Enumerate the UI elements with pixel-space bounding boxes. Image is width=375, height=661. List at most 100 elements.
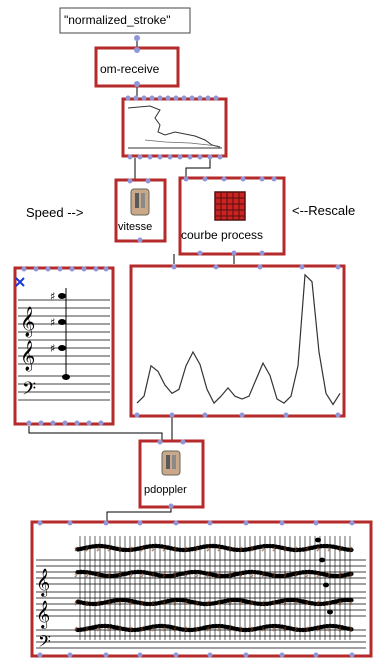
score-notes: ♯ ♯ ♯ ♯ ♯ ♯ ♯ ♯ ♯ ♯ ♯ ♯ ♯ ♯ ♯ ♯ ♯ ♯ ♯ ♯ ♯ ♯ ♯ ♯ ♯ ♯ ♯ ♯ ♯ ♯ ♯ ♯ ♯ ♯ ♯ ♯ ♯ ♯ ♯ ♯…	[74, 536, 354, 640]
sharp-accidental: ♯	[338, 545, 342, 554]
stroke-viewer-inlets[interactable]	[125, 95, 219, 101]
speed-comment: Speed -->	[26, 205, 84, 220]
score-box[interactable]	[30, 520, 373, 658]
score-inlets[interactable]	[37, 520, 355, 526]
sharp-accidental: ♯	[327, 545, 331, 554]
note-head	[348, 571, 354, 577]
treble-clef-icon: 𝄞	[20, 340, 35, 372]
courbe-outlets[interactable]	[197, 250, 265, 256]
chord-outlets[interactable]	[26, 420, 104, 426]
sharp-accidental: ♯	[107, 625, 111, 634]
wire-viewer-to-courbe[interactable]	[185, 158, 211, 178]
sharp-accidental: ♯	[129, 545, 133, 554]
bass-clef-icon: 𝄢	[38, 631, 51, 655]
outlet[interactable]	[134, 81, 140, 87]
outlet[interactable]	[168, 503, 174, 509]
sharp-accidental: ♯	[228, 571, 232, 580]
note-head	[327, 609, 333, 615]
sharp-accidental: ♯	[184, 599, 188, 608]
sharp-accidental: ♯	[283, 599, 287, 608]
inlet[interactable]	[127, 178, 133, 184]
sharp-accidental: ♯	[140, 599, 144, 608]
sharp-accidental: ♯	[118, 571, 122, 580]
sharp-accidental: ♯	[349, 545, 353, 554]
chord-inlets[interactable]	[21, 266, 109, 272]
sharp-accidental: ♯	[195, 545, 199, 554]
sharp-accidental: ♯	[107, 571, 111, 580]
sharp-accidental: ♯	[118, 599, 122, 608]
message-box[interactable]	[59, 7, 191, 34]
sharp-accidental: ♯	[338, 625, 342, 634]
hand-icon	[161, 450, 181, 476]
note-head	[323, 582, 329, 588]
wire-chord-to-pdoppler[interactable]	[28, 426, 163, 441]
sharp-accidental: ♯	[151, 571, 155, 580]
selection-marker[interactable]	[15, 277, 25, 287]
sharp-accidental: ♯	[96, 625, 100, 634]
sharp-accidental: ♯	[327, 599, 331, 608]
sharp-accidental: ♯	[327, 625, 331, 634]
vitesse-label: vitesse	[118, 221, 153, 233]
pdoppler-label: pdoppler	[144, 484, 187, 496]
om-receive-label: om-receive	[100, 62, 160, 76]
sharp-accidental: ♯	[316, 599, 320, 608]
connection-wires	[28, 41, 235, 522]
sharp-accidental: ♯	[239, 625, 243, 634]
courbe-inlets[interactable]	[183, 176, 277, 182]
inlet[interactable]	[180, 439, 186, 445]
bass-clef-icon: 𝄢	[22, 379, 36, 404]
sharp-accidental: ♯	[250, 625, 254, 634]
sharp-accidental: ♯	[327, 571, 331, 580]
sharp-accidental: ♯	[107, 545, 111, 554]
sharp-accidental: ♯	[184, 625, 188, 634]
wire-pdoppler-to-score[interactable]	[106, 508, 172, 522]
sharp-accidental: ♯	[228, 545, 232, 554]
inlet[interactable]	[157, 439, 163, 445]
sharp-accidental: ♯	[85, 545, 89, 554]
sharp-accidental: ♯	[162, 545, 166, 554]
sharp-accidental: ♯	[173, 599, 177, 608]
inlet[interactable]	[134, 47, 140, 53]
sharp-accidental: ♯	[349, 599, 353, 608]
grid-icon	[214, 191, 246, 221]
sharp-accidental: ♯	[305, 599, 309, 608]
bpf-inlets[interactable]	[171, 264, 341, 270]
sharp-accidental: ♯	[272, 571, 276, 580]
sharp-accidental: ♯	[283, 625, 287, 634]
sharp-accidental: ♯	[239, 545, 243, 554]
sharp-accidental: ♯	[217, 571, 221, 580]
treble-clef-icon: 𝄞	[36, 568, 50, 597]
outlet[interactable]	[137, 237, 143, 243]
stroke-viewer-outlets[interactable]	[127, 154, 223, 160]
svg-text:♯: ♯	[50, 290, 55, 303]
sharp-accidental: ♯	[74, 599, 78, 608]
sharp-accidental: ♯	[305, 545, 309, 554]
bpf-outlets[interactable]	[134, 412, 341, 418]
sharp-accidental: ♯	[107, 599, 111, 608]
inlet[interactable]	[145, 178, 151, 184]
note-head	[348, 627, 354, 632]
outlet[interactable]	[134, 35, 140, 41]
sharp-accidental: ♯	[283, 571, 287, 580]
note-head	[315, 537, 321, 543]
sharp-accidental: ♯	[129, 571, 133, 580]
bpf-curve-box[interactable]	[129, 264, 346, 418]
sharp-accidental: ♯	[261, 571, 265, 580]
sharp-accidental: ♯	[195, 625, 199, 634]
sharp-accidental: ♯	[294, 625, 298, 634]
sharp-accidental: ♯	[305, 625, 309, 634]
sharp-accidental: ♯	[272, 625, 276, 634]
sharp-accidental: ♯	[261, 545, 265, 554]
sharp-accidental: ♯	[85, 599, 89, 608]
sharp-accidental: ♯	[294, 545, 298, 554]
sharp-accidental: ♯	[195, 571, 199, 580]
sharp-accidental: ♯	[173, 545, 177, 554]
chord-notes: ♯ ♯ ♯	[50, 288, 70, 380]
sharp-accidental: ♯	[74, 571, 78, 580]
stroke-drawing	[127, 105, 222, 149]
sharp-accidental: ♯	[338, 599, 342, 608]
sharp-accidental: ♯	[206, 599, 210, 608]
sharp-accidental: ♯	[316, 571, 320, 580]
score-outlets[interactable]	[37, 652, 355, 658]
